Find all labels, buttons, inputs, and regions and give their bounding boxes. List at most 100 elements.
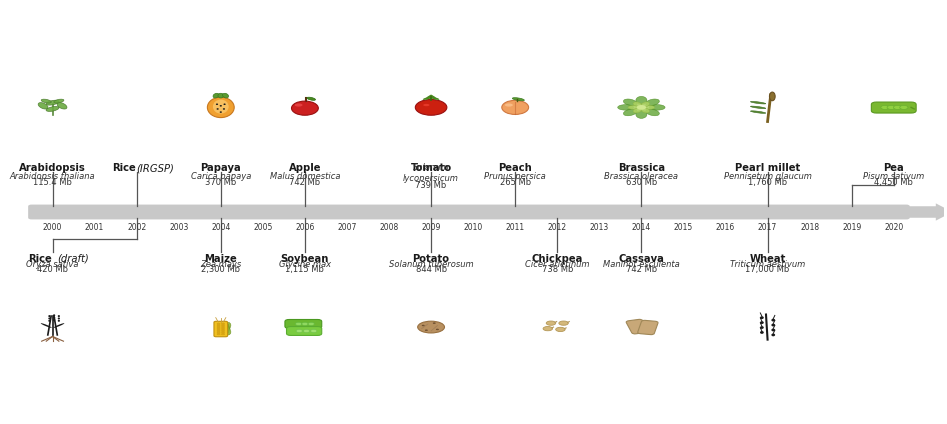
Ellipse shape (53, 317, 55, 319)
Ellipse shape (307, 97, 315, 100)
Ellipse shape (646, 99, 659, 106)
Ellipse shape (543, 326, 552, 331)
Text: 2018: 2018 (800, 223, 819, 232)
Ellipse shape (213, 93, 219, 98)
Text: Oryza sativa: Oryza sativa (27, 260, 79, 269)
Ellipse shape (217, 323, 220, 325)
Text: Chickpea: Chickpea (531, 254, 583, 264)
Ellipse shape (48, 315, 50, 317)
Text: 2012: 2012 (547, 223, 567, 232)
Text: Rice: Rice (112, 163, 136, 173)
Ellipse shape (46, 106, 59, 112)
Ellipse shape (623, 109, 637, 116)
Ellipse shape (772, 329, 776, 332)
Text: 2,300 Mb: 2,300 Mb (202, 265, 241, 274)
Ellipse shape (58, 315, 60, 317)
Text: Peach: Peach (498, 163, 532, 173)
Ellipse shape (431, 95, 437, 100)
Text: 2017: 2017 (758, 223, 777, 232)
Ellipse shape (633, 102, 642, 107)
Text: 2009: 2009 (421, 223, 440, 232)
Ellipse shape (220, 105, 222, 106)
FancyBboxPatch shape (287, 326, 322, 335)
Text: 265 Mb: 265 Mb (500, 178, 530, 187)
Text: 370 Mb: 370 Mb (205, 178, 237, 187)
Text: 2014: 2014 (632, 223, 651, 232)
Text: Solanum tuberosum: Solanum tuberosum (389, 260, 474, 269)
Ellipse shape (53, 323, 64, 328)
FancyBboxPatch shape (285, 320, 322, 328)
FancyBboxPatch shape (626, 319, 648, 334)
Text: 2001: 2001 (85, 223, 104, 232)
Ellipse shape (222, 333, 224, 335)
Text: 2000: 2000 (43, 223, 63, 232)
Ellipse shape (760, 316, 764, 319)
Text: Prunus persica: Prunus persica (484, 172, 546, 181)
Ellipse shape (217, 329, 220, 331)
Ellipse shape (772, 334, 776, 336)
Ellipse shape (422, 325, 424, 326)
Ellipse shape (54, 99, 63, 103)
Ellipse shape (635, 96, 647, 104)
Text: 2016: 2016 (716, 223, 735, 232)
Ellipse shape (57, 103, 67, 109)
Text: Solanum
lycopersicum: Solanum lycopersicum (403, 163, 459, 183)
Text: 1,115 Mb: 1,115 Mb (285, 265, 325, 274)
Ellipse shape (623, 99, 637, 106)
Text: Cicer arietinum: Cicer arietinum (525, 260, 590, 269)
Text: 742 Mb: 742 Mb (626, 265, 657, 274)
Text: Manihot esculenta: Manihot esculenta (603, 260, 680, 269)
Ellipse shape (633, 108, 642, 113)
FancyBboxPatch shape (28, 204, 910, 220)
Text: 2002: 2002 (127, 223, 146, 232)
Text: Potato: Potato (413, 254, 450, 264)
Ellipse shape (292, 101, 318, 115)
Text: 2013: 2013 (590, 223, 609, 232)
Ellipse shape (223, 103, 225, 105)
Circle shape (416, 100, 447, 115)
Text: 2019: 2019 (842, 223, 862, 232)
Ellipse shape (42, 99, 51, 103)
Ellipse shape (222, 331, 224, 333)
Circle shape (296, 329, 302, 332)
Text: Apple: Apple (289, 163, 321, 173)
Ellipse shape (760, 326, 764, 329)
Ellipse shape (220, 112, 222, 113)
Ellipse shape (58, 318, 60, 319)
Ellipse shape (750, 111, 766, 113)
Text: 1,760 Mb: 1,760 Mb (748, 178, 787, 187)
Text: Glycine max: Glycine max (278, 260, 331, 269)
Text: Brassica oleracea: Brassica oleracea (604, 172, 678, 181)
Ellipse shape (217, 333, 220, 335)
Ellipse shape (58, 320, 60, 322)
Ellipse shape (207, 97, 234, 117)
Ellipse shape (48, 320, 50, 322)
Ellipse shape (426, 95, 432, 100)
Ellipse shape (53, 319, 55, 321)
Ellipse shape (219, 322, 229, 335)
Text: Malus domestica: Malus domestica (270, 172, 340, 181)
Ellipse shape (772, 324, 776, 326)
Ellipse shape (216, 103, 218, 105)
Text: 2004: 2004 (211, 223, 230, 232)
Ellipse shape (750, 106, 766, 109)
Text: 420 Mb: 420 Mb (37, 265, 68, 274)
Text: 742 Mb: 742 Mb (290, 178, 320, 187)
Text: Triticum aestivum: Triticum aestivum (730, 260, 805, 269)
FancyBboxPatch shape (214, 321, 227, 337)
FancyBboxPatch shape (871, 102, 916, 113)
Circle shape (887, 105, 895, 109)
Ellipse shape (217, 322, 231, 335)
Ellipse shape (222, 323, 224, 325)
Text: Pisum sativum: Pisum sativum (863, 172, 924, 181)
Circle shape (893, 105, 902, 109)
Text: Brassica: Brassica (617, 163, 665, 173)
Ellipse shape (646, 109, 659, 116)
Ellipse shape (772, 319, 776, 321)
Ellipse shape (760, 321, 764, 324)
Text: Papaya: Papaya (201, 163, 241, 173)
Text: 844 Mb: 844 Mb (416, 265, 447, 274)
Text: Arabidopsis: Arabidopsis (19, 163, 86, 173)
Ellipse shape (295, 103, 302, 106)
Ellipse shape (418, 321, 444, 333)
